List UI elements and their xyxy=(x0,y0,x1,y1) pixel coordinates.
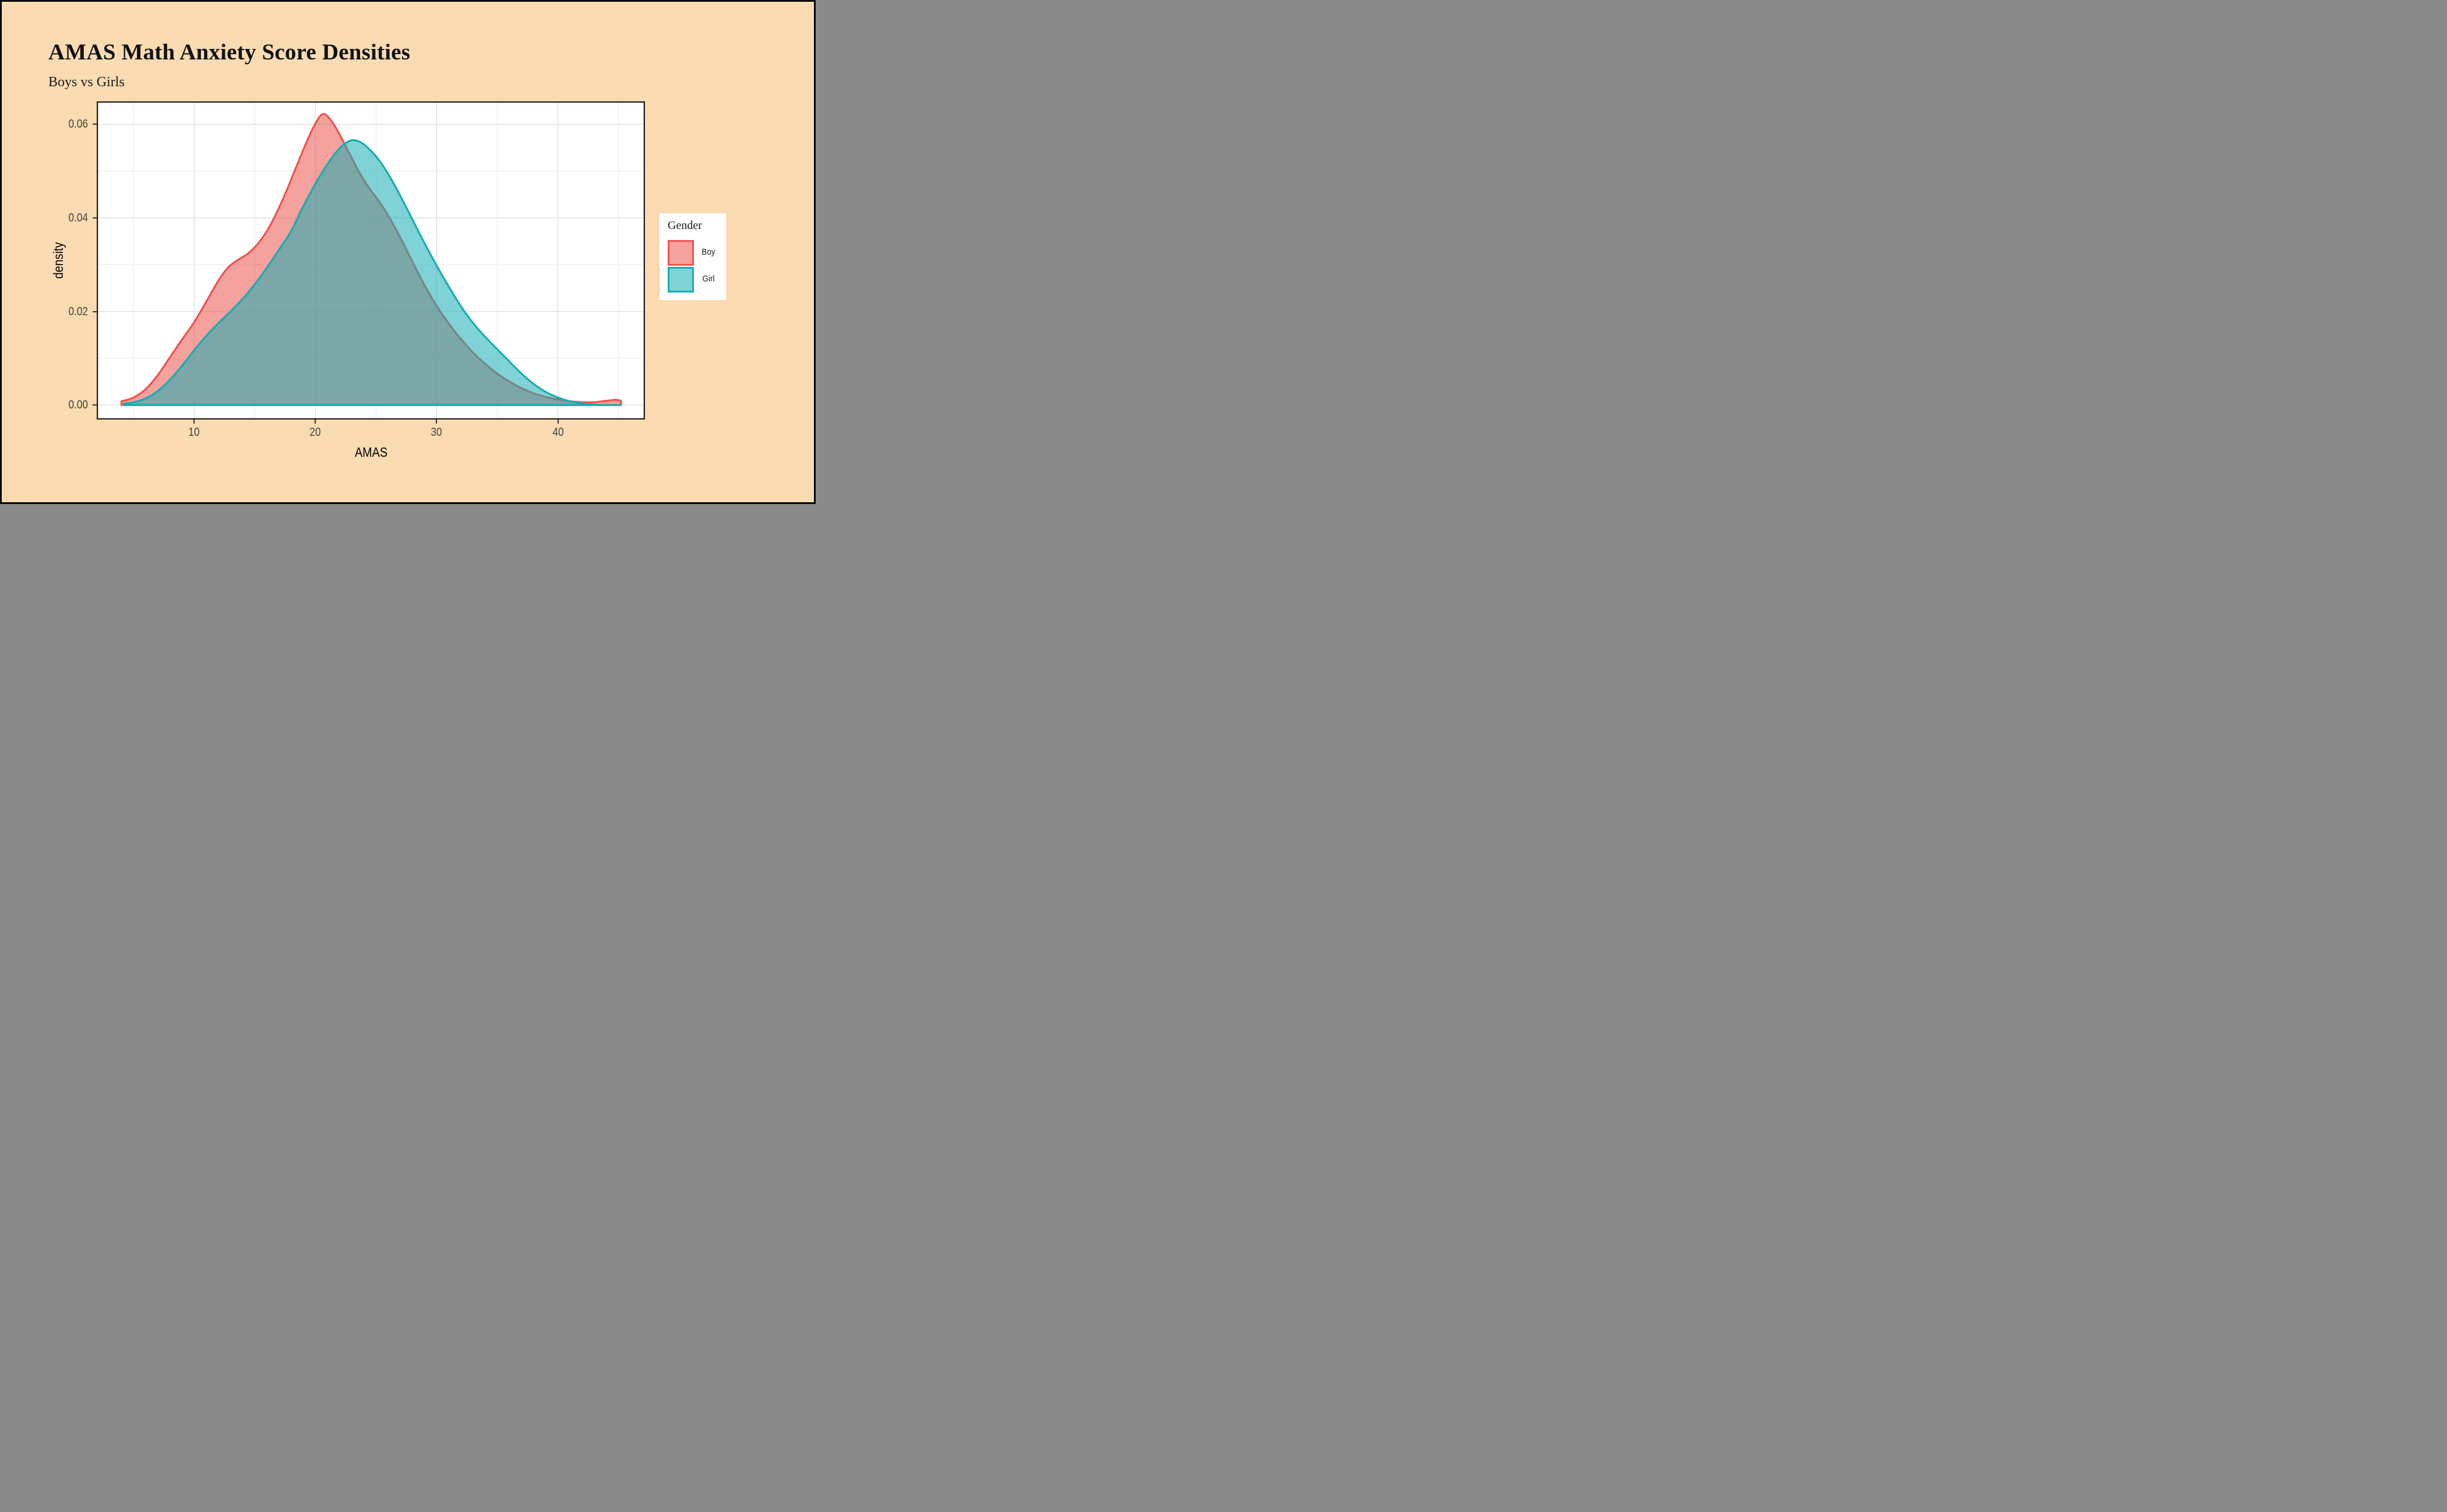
panel-border xyxy=(97,101,645,420)
x-tick-mark xyxy=(193,420,195,424)
y-tick-label: 0.04 xyxy=(68,211,88,224)
legend-key-boy xyxy=(668,240,694,266)
x-tick-label: 10 xyxy=(188,426,200,439)
y-tick-mark xyxy=(93,404,97,406)
plot-frame: AMAS Math Anxiety Score Densities Boys v… xyxy=(0,0,816,504)
legend-box: Gender Boy Girl xyxy=(660,213,726,300)
y-tick-mark xyxy=(93,217,97,218)
x-tick-label: 30 xyxy=(431,426,443,439)
y-tick-label: 0.00 xyxy=(68,399,88,412)
y-tick-mark xyxy=(93,124,97,125)
legend-label-boy: Boy xyxy=(701,247,715,257)
chart-subtitle: Boys vs Girls xyxy=(48,75,125,90)
legend-key-girl xyxy=(668,267,694,292)
legend-title: Gender xyxy=(668,219,702,232)
x-tick-label: 40 xyxy=(552,426,564,439)
x-tick-mark xyxy=(436,420,438,424)
legend-label-girl: Girl xyxy=(702,274,715,284)
chart-title: AMAS Math Anxiety Score Densities xyxy=(48,40,411,65)
x-tick-label: 20 xyxy=(309,426,321,439)
x-axis-title: AMAS xyxy=(354,445,387,460)
density-curve-girl xyxy=(123,139,622,406)
y-axis-title: density xyxy=(51,242,66,279)
y-tick-mark xyxy=(93,311,97,312)
x-tick-mark xyxy=(557,420,559,424)
y-tick-label: 0.06 xyxy=(68,118,88,131)
y-tick-label: 0.02 xyxy=(68,305,88,318)
x-tick-mark xyxy=(315,420,316,424)
plot-panel xyxy=(97,101,645,420)
